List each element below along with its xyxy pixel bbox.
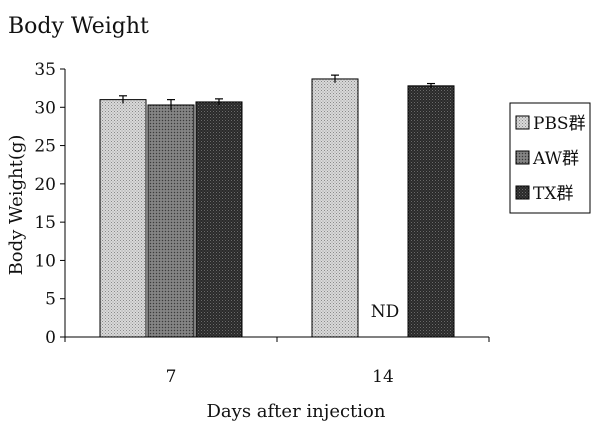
y-tick-label: 35 [34, 60, 56, 80]
y-tick-label: 10 [34, 251, 56, 271]
legend-swatch [515, 115, 530, 130]
bar [147, 104, 195, 338]
annotations: ND [371, 302, 400, 322]
x-tick-label: 14 [372, 367, 394, 387]
y-tick-label: 20 [34, 175, 56, 195]
y-tick-label: 25 [34, 137, 56, 157]
y-axis-label: Body Weight(g) [6, 135, 27, 276]
bar [311, 78, 359, 338]
legend-label: PBS群 [533, 114, 586, 134]
legend-label: TX群 [533, 184, 573, 204]
y-tick-label: 0 [45, 328, 56, 348]
bar [407, 85, 455, 338]
legend: PBS群 AW群 TX群 [509, 102, 591, 214]
x-axis: 7 14 [64, 336, 490, 387]
y-tick-label: 5 [45, 290, 56, 310]
y-axis: 0 5 10 15 20 25 30 35 [34, 60, 66, 348]
y-tick-label: 15 [34, 213, 56, 233]
legend-swatch [515, 185, 530, 200]
legend-label: AW群 [532, 149, 579, 169]
legend-swatch [515, 150, 530, 165]
bars [99, 78, 455, 338]
error-bars [119, 74, 435, 111]
x-axis-label: Days after injection [207, 401, 386, 422]
y-tick-label: 30 [34, 98, 56, 118]
bar [195, 101, 243, 338]
chart-title: Body Weight [8, 14, 149, 39]
x-tick-label: 7 [166, 367, 177, 387]
nd-annotation: ND [371, 302, 400, 322]
bar [99, 99, 147, 338]
